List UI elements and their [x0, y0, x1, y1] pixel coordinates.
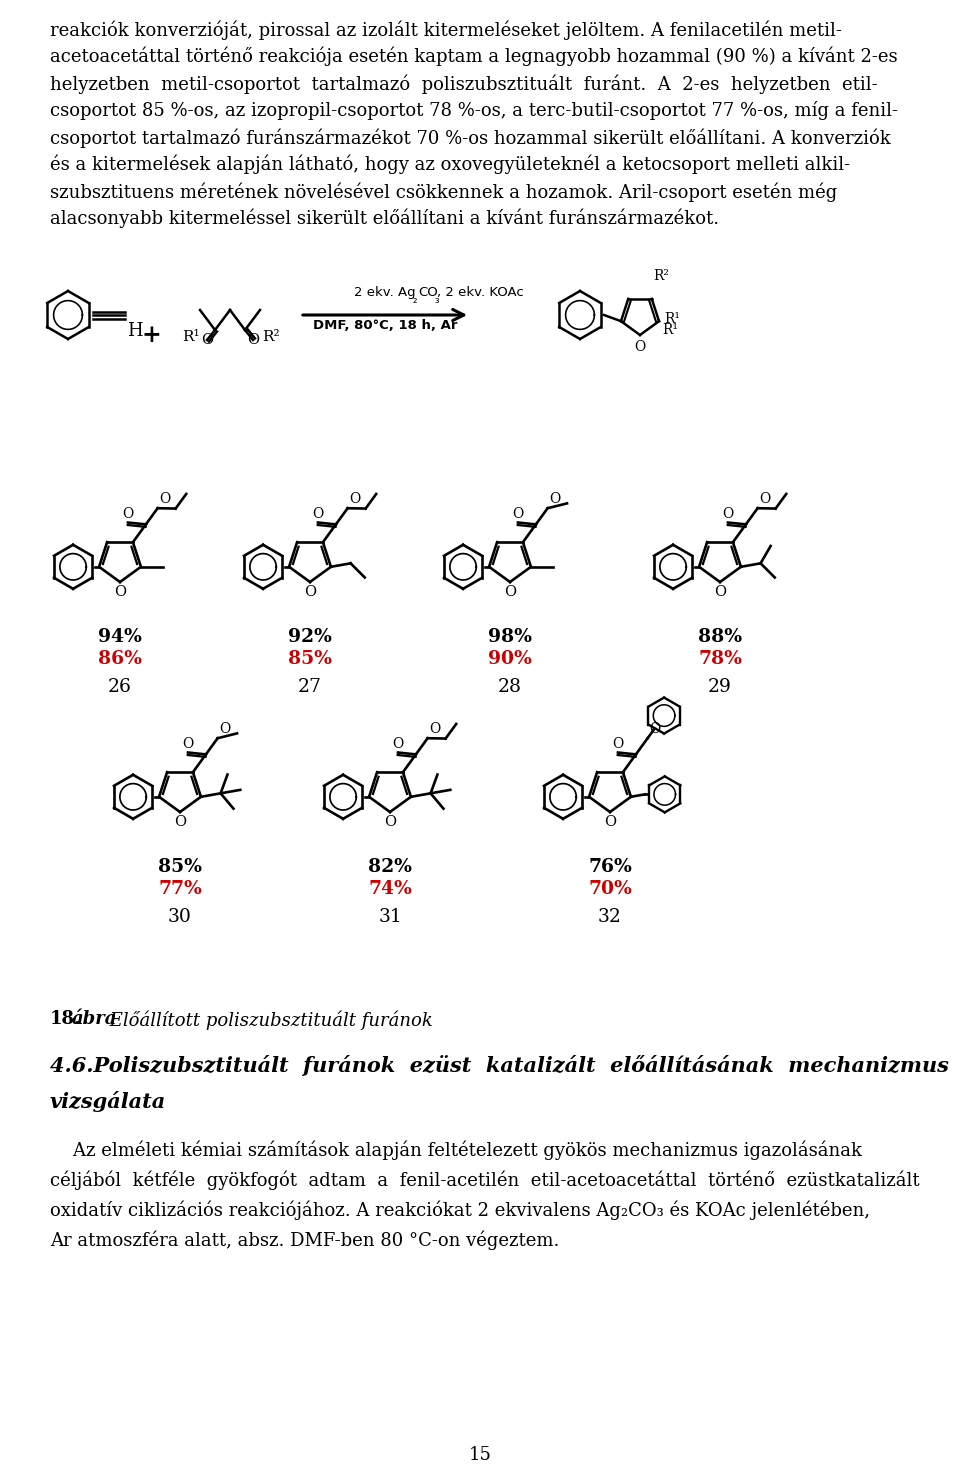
- Text: 27: 27: [298, 677, 322, 697]
- Text: csoportot tartalmazó furánszármazékot 70 %-os hozammal sikerült előállítani. A k: csoportot tartalmazó furánszármazékot 70…: [50, 128, 891, 148]
- Text: R²: R²: [262, 331, 279, 344]
- Text: ábra: ábra: [72, 1010, 117, 1027]
- Text: 85%: 85%: [288, 649, 332, 669]
- Text: , 2 ekv. KOAc: , 2 ekv. KOAc: [437, 286, 524, 300]
- Text: Ar atmoszféra alatt, absz. DMF-ben 80 °C-on végeztem.: Ar atmoszféra alatt, absz. DMF-ben 80 °C…: [50, 1230, 560, 1250]
- Text: 98%: 98%: [488, 627, 532, 646]
- Text: 90%: 90%: [488, 649, 532, 669]
- Text: 85%: 85%: [158, 858, 202, 875]
- Text: céljából  kétféle  gyökfogót  adtam  a  fenil-acetilén  etil-acetoacetáttal  tör: céljából kétféle gyökfogót adtam a fenil…: [50, 1170, 920, 1190]
- Text: Előállított poliszubsztituált furánok: Előállított poliszubsztituált furánok: [104, 1010, 433, 1029]
- Text: 28: 28: [498, 677, 522, 697]
- Text: O: O: [759, 492, 771, 506]
- Text: 77%: 77%: [158, 880, 202, 897]
- Text: 70%: 70%: [588, 880, 632, 897]
- Text: 30: 30: [168, 908, 192, 925]
- Text: O: O: [550, 492, 561, 506]
- Text: O: O: [513, 506, 523, 521]
- Text: DMF, 80°C, 18 h, Ar: DMF, 80°C, 18 h, Ar: [313, 319, 457, 332]
- Text: vizsgálata: vizsgálata: [50, 1091, 166, 1111]
- Text: acetoacetáttal történő reakciója esetén kaptam a legnagyobb hozammal (90 %) a kí: acetoacetáttal történő reakciója esetén …: [50, 47, 898, 66]
- Text: +: +: [141, 323, 160, 347]
- Text: ₃: ₃: [434, 295, 439, 306]
- Text: 29: 29: [708, 677, 732, 697]
- Text: O: O: [384, 815, 396, 830]
- Text: R¹: R¹: [664, 313, 680, 326]
- Text: H: H: [127, 322, 143, 339]
- Text: O: O: [174, 815, 186, 830]
- Text: O: O: [349, 492, 361, 506]
- Text: O: O: [182, 737, 194, 750]
- Text: R²: R²: [654, 269, 670, 283]
- Text: 18.: 18.: [50, 1010, 82, 1027]
- Text: O: O: [604, 815, 616, 830]
- Text: O: O: [220, 722, 230, 737]
- Text: R¹: R¹: [182, 331, 200, 344]
- Text: 74%: 74%: [368, 880, 412, 897]
- Text: helyzetben  metil-csoportot  tartalmazó  poliszubsztituált  furánt.  A  2-es  he: helyzetben metil-csoportot tartalmazó po…: [50, 74, 877, 93]
- Text: 82%: 82%: [368, 858, 412, 875]
- Text: 86%: 86%: [98, 649, 142, 669]
- Text: O: O: [114, 584, 126, 599]
- Text: O: O: [247, 334, 259, 347]
- Text: O: O: [304, 584, 316, 599]
- Text: 76%: 76%: [588, 858, 632, 875]
- Text: O: O: [122, 506, 133, 521]
- Text: ₂: ₂: [413, 295, 418, 306]
- Text: CO: CO: [418, 286, 438, 300]
- Text: O: O: [430, 722, 441, 737]
- Text: alacsonyabb kitermeléssel sikerült előállítani a kívánt furánszármazékot.: alacsonyabb kitermeléssel sikerült előál…: [50, 210, 719, 229]
- Text: oxidatív ciklizációs reakciójához. A reakciókat 2 ekvivalens Ag₂CO₃ és KOAc jele: oxidatív ciklizációs reakciójához. A rea…: [50, 1200, 870, 1219]
- Text: 78%: 78%: [698, 649, 742, 669]
- Text: O: O: [612, 737, 624, 750]
- Text: 2 ekv. Ag: 2 ekv. Ag: [354, 286, 416, 300]
- Text: 15: 15: [468, 1446, 492, 1464]
- Text: Az elméleti kémiai számítások alapján feltételezett gyökös mechanizmus igazolásá: Az elméleti kémiai számítások alapján fe…: [50, 1139, 862, 1160]
- Text: 26: 26: [108, 677, 132, 697]
- Text: 32: 32: [598, 908, 622, 925]
- Text: O: O: [159, 492, 171, 506]
- Text: O: O: [714, 584, 726, 599]
- Text: csoportot 85 %-os, az izopropil-csoportot 78 %-os, a terc-butil-csoportot 77 %-o: csoportot 85 %-os, az izopropil-csoporto…: [50, 100, 898, 120]
- Text: O: O: [201, 334, 213, 347]
- Text: O: O: [635, 339, 646, 354]
- Text: O: O: [312, 506, 324, 521]
- Text: 4.6.Poliszubsztituált  furánok  ezüst  katalizált  előállításának  mechanizmus: 4.6.Poliszubsztituált furánok ezüst kata…: [50, 1055, 948, 1076]
- Text: O: O: [722, 506, 733, 521]
- Text: O: O: [504, 584, 516, 599]
- Text: és a kitermelések alapján látható, hogy az oxovegyületeknél a ketocsoport mellet: és a kitermelések alapján látható, hogy …: [50, 155, 851, 174]
- Text: 94%: 94%: [98, 627, 142, 646]
- Text: O: O: [650, 722, 660, 737]
- Text: R¹: R¹: [662, 323, 678, 337]
- Text: 88%: 88%: [698, 627, 742, 646]
- Text: O: O: [393, 737, 403, 750]
- Text: 31: 31: [378, 908, 402, 925]
- Text: 92%: 92%: [288, 627, 332, 646]
- Text: szubsztituens méretének növelésével csökkennek a hozamok. Aril-csoport esetén mé: szubsztituens méretének növelésével csök…: [50, 182, 837, 202]
- Text: reakciók konverzióját, pirossal az izolált kitermeléseket jelöltem. A fenilaceti: reakciók konverzióját, pirossal az izolá…: [50, 21, 842, 40]
